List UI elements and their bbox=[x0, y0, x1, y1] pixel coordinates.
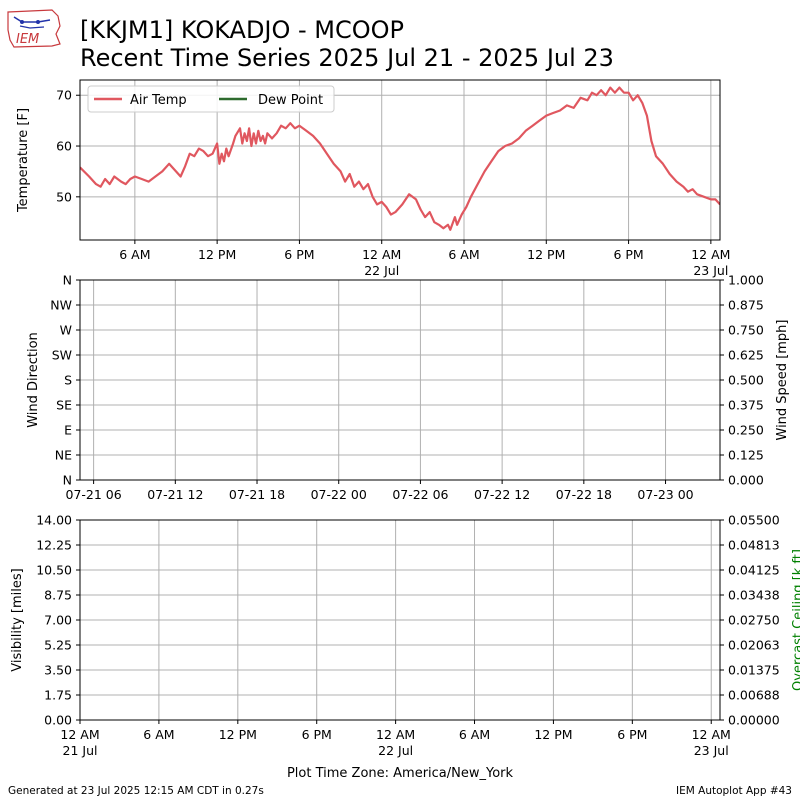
wind-speed-tick-label: 0.625 bbox=[728, 348, 764, 363]
y-tick-label: 50 bbox=[56, 189, 72, 204]
time-zone-axis-label: Plot Time Zone: America/New_York bbox=[287, 766, 514, 781]
wind-direction-tick-label: SE bbox=[56, 398, 72, 413]
visibility-tick-label: 5.25 bbox=[44, 638, 72, 653]
ceiling-tick-label: 0.04125 bbox=[728, 563, 780, 578]
x-tick-date-label: 22 Jul bbox=[364, 263, 399, 278]
wind-speed-tick-label: 0.875 bbox=[728, 298, 764, 313]
y-tick-label: 70 bbox=[56, 88, 72, 103]
plot-frame bbox=[79, 519, 721, 721]
ceiling-tick-label: 0.05500 bbox=[728, 513, 780, 528]
plot-frame bbox=[79, 279, 721, 481]
x-tick-label: 07-22 18 bbox=[556, 487, 612, 502]
legend-dew-point: Dew Point bbox=[258, 93, 323, 108]
wind-speed-tick-label: 0.375 bbox=[728, 398, 764, 413]
ceiling-axis-label: Overcast Ceiling [k ft] bbox=[791, 549, 800, 691]
wind-speed-tick-label: 0.000 bbox=[728, 473, 764, 488]
wind-direction-axis-label: Wind Direction bbox=[26, 332, 41, 428]
x-tick-label: 6 PM bbox=[302, 727, 332, 742]
wind-direction-tick-label: SW bbox=[52, 348, 72, 363]
series-line-air-temp bbox=[80, 86, 720, 231]
wind-direction-tick-label: N bbox=[63, 273, 72, 288]
wind-speed-tick-label: 0.500 bbox=[728, 373, 764, 388]
x-tick-label: 6 PM bbox=[617, 727, 647, 742]
wind-speed-tick-label: 0.125 bbox=[728, 448, 764, 463]
wind-direction-tick-label: W bbox=[60, 323, 72, 338]
logo-text: IEM bbox=[16, 32, 39, 47]
y-tick-label: 60 bbox=[56, 139, 72, 154]
temperature-axis-label: Temperature [F] bbox=[16, 108, 31, 213]
x-tick-label: 07-23 00 bbox=[637, 487, 693, 502]
visibility-tick-label: 10.50 bbox=[36, 563, 72, 578]
ceiling-tick-label: 0.03438 bbox=[728, 588, 780, 603]
visibility-tick-label: 0.00 bbox=[44, 713, 72, 728]
ceiling-tick-label: 0.01375 bbox=[728, 663, 780, 678]
footer-generated: Generated at 23 Jul 2025 12:15 AM CDT in… bbox=[8, 785, 264, 797]
visibility-axis-label: Visibility [miles] bbox=[10, 568, 25, 671]
wind-speed-tick-label: 1.000 bbox=[728, 273, 764, 288]
x-tick-label: 6 AM bbox=[119, 247, 150, 262]
x-tick-label: 6 AM bbox=[143, 727, 174, 742]
x-tick-label: 12 AM bbox=[362, 247, 401, 262]
chart-title-line1: [KKJM1] KOKADJO - MCOOP bbox=[80, 16, 404, 44]
x-tick-label: 07-22 00 bbox=[311, 487, 367, 502]
x-tick-label: 07-21 06 bbox=[66, 487, 122, 502]
x-tick-date-label: 23 Jul bbox=[694, 743, 729, 758]
x-tick-label: 6 PM bbox=[284, 247, 314, 262]
legend-box bbox=[87, 85, 335, 113]
x-tick-label: 07-21 12 bbox=[147, 487, 203, 502]
legend: Air Temp Dew Point bbox=[87, 85, 335, 113]
ceiling-tick-label: 0.00688 bbox=[728, 688, 780, 703]
visibility-tick-label: 14.00 bbox=[36, 513, 72, 528]
x-tick-date-label: 21 Jul bbox=[63, 743, 98, 758]
temperature-series-layer bbox=[80, 86, 720, 231]
visibility-tick-label: 7.00 bbox=[44, 613, 72, 628]
wind-direction-tick-label: S bbox=[64, 373, 72, 388]
legend-air-temp: Air Temp bbox=[130, 93, 187, 108]
ceiling-tick-label: 0.00000 bbox=[728, 713, 780, 728]
x-tick-label: 07-21 18 bbox=[229, 487, 285, 502]
x-tick-label: 6 AM bbox=[459, 727, 490, 742]
visibility-tick-label: 1.75 bbox=[44, 688, 72, 703]
x-tick-date-label: 22 Jul bbox=[378, 743, 413, 758]
wind-speed-axis-label: Wind Speed [mph] bbox=[775, 320, 790, 441]
wind-panel: 07-21 06 07-21 12 07-21 18 07-22 00 07-22 06… bbox=[26, 273, 790, 503]
visibility-grid bbox=[79, 519, 720, 721]
visibility-tick-label: 8.75 bbox=[44, 588, 72, 603]
x-tick-label: 12 PM bbox=[527, 247, 565, 262]
wind-direction-tick-label: NW bbox=[50, 298, 72, 313]
x-tick-label: 12 AM bbox=[691, 247, 730, 262]
x-tick-label: 12 AM bbox=[692, 727, 731, 742]
x-tick-label: 6 AM bbox=[448, 247, 479, 262]
x-tick-label: 6 PM bbox=[613, 247, 643, 262]
x-tick-label: 12 PM bbox=[219, 727, 257, 742]
wind-direction-tick-label: NE bbox=[55, 448, 72, 463]
visibility-tick-label: 12.25 bbox=[36, 538, 72, 553]
ceiling-tick-label: 0.02063 bbox=[728, 638, 780, 653]
iem-logo: IEM bbox=[7, 9, 61, 48]
x-tick-label: 12 PM bbox=[534, 727, 572, 742]
wind-speed-tick-label: 0.250 bbox=[728, 423, 764, 438]
x-tick-label: 07-22 12 bbox=[474, 487, 530, 502]
wind-direction-tick-label: E bbox=[64, 423, 72, 438]
x-tick-date-label: 23 Jul bbox=[693, 263, 728, 278]
chart-title-line2: Recent Time Series 2025 Jul 21 - 2025 Ju… bbox=[80, 44, 614, 72]
ceiling-tick-label: 0.02750 bbox=[728, 613, 780, 628]
x-tick-label: 12 AM bbox=[60, 727, 99, 742]
wind-direction-tick-label: N bbox=[63, 473, 72, 488]
visibility-tick-label: 3.50 bbox=[44, 663, 72, 678]
wind-grid bbox=[80, 279, 720, 481]
x-tick-label: 12 PM bbox=[198, 247, 236, 262]
wind-axes: 07-21 06 07-21 12 07-21 18 07-22 00 07-22 06… bbox=[50, 273, 764, 503]
ceiling-tick-label: 0.04813 bbox=[728, 538, 780, 553]
x-tick-label: 12 AM bbox=[376, 727, 415, 742]
plot-frame bbox=[79, 79, 721, 241]
footer-app-id: IEM Autoplot App #43 bbox=[676, 785, 792, 797]
x-tick-label: 07-22 06 bbox=[392, 487, 448, 502]
wind-speed-tick-label: 0.750 bbox=[728, 323, 764, 338]
